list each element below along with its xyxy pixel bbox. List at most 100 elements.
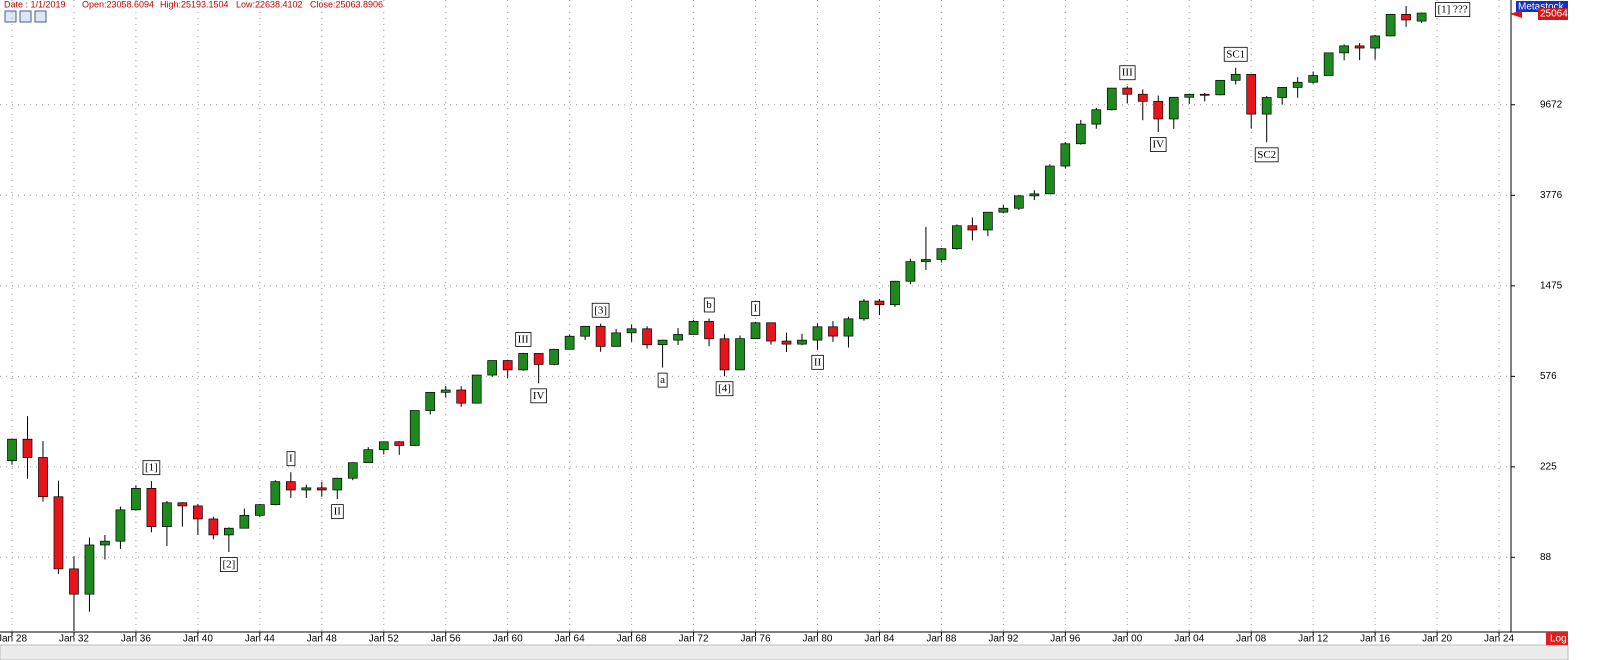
candle-body [502, 360, 513, 371]
x-tick-label: Jan 60 [493, 634, 523, 645]
candle-body [1277, 87, 1288, 98]
candle-body [1323, 52, 1334, 76]
x-tick-label: Jan 40 [183, 634, 213, 645]
annotation: IV [1150, 137, 1167, 152]
y-tick-label: 1475 [1540, 280, 1563, 291]
log-button[interactable] [1546, 632, 1568, 645]
candle-body [1106, 87, 1117, 111]
candle-body [224, 527, 234, 536]
tool-icon[interactable] [4, 10, 17, 23]
candle-body [890, 280, 900, 306]
x-tick-label: Jan 52 [369, 634, 399, 645]
candle-body [688, 320, 699, 335]
scrollbar[interactable] [0, 644, 1569, 660]
x-tick-label: Jan 20 [1422, 634, 1452, 645]
candle-body [239, 515, 250, 529]
annotation-box [703, 297, 715, 313]
annotation: I [286, 451, 296, 467]
candle-body [812, 326, 823, 341]
candle-body [301, 487, 312, 491]
candle-body [177, 502, 188, 507]
annotation-label: [1] ??? [1437, 4, 1467, 16]
x-tick-label: Jan 64 [555, 634, 585, 645]
annotation: IV [530, 388, 547, 404]
candle-body [921, 259, 931, 262]
candle-body [1230, 73, 1241, 81]
candle-body [1184, 93, 1195, 98]
candle-body [7, 438, 17, 462]
candle-body [409, 410, 420, 446]
x-tick-label: Jan 08 [1236, 634, 1266, 645]
candle-body [254, 504, 265, 516]
annotation-label: II [334, 506, 342, 518]
annotation-label: II [814, 356, 822, 368]
annotation-label: b [706, 299, 712, 311]
annotation-label: SC2 [1257, 149, 1276, 161]
header-high: High:25193.1504 [160, 0, 229, 9]
candle-body [766, 322, 776, 342]
candle-body [285, 481, 296, 491]
log-button-label[interactable]: Log [1550, 634, 1567, 645]
last-price-arrow [1510, 10, 1522, 18]
candle-body [100, 540, 110, 546]
candle-body [673, 334, 683, 341]
annotation-box [142, 460, 161, 476]
candle-body [998, 207, 1009, 213]
annotation: II [331, 504, 344, 520]
candle-body [797, 339, 807, 345]
annotation-label: III [518, 333, 529, 345]
x-tick-label: Jan 24 [1484, 634, 1514, 645]
candle-body [1137, 93, 1148, 102]
annotation-box [515, 332, 532, 347]
candle-body [270, 481, 281, 505]
candle-body [781, 340, 792, 345]
candle-body [1401, 14, 1411, 21]
candle-body [1261, 97, 1272, 115]
last-price-badge [1538, 8, 1568, 20]
annotation-box [286, 451, 296, 467]
annotation-box [1119, 65, 1136, 81]
candle-body [363, 449, 374, 464]
candle-body [1292, 81, 1303, 88]
candle-body [549, 348, 560, 365]
brand-badge [1516, 1, 1568, 12]
candle-body [332, 477, 343, 491]
annotation-box [530, 388, 547, 404]
candle-body [193, 505, 203, 520]
annotation-box [1435, 2, 1471, 17]
x-tick-label: Jan 72 [679, 634, 709, 645]
candle-body [905, 261, 916, 282]
x-tick-label: Jan 68 [617, 634, 647, 645]
annotation-box [1223, 46, 1248, 62]
candle-body [518, 353, 529, 371]
annotation-label: III [1122, 67, 1133, 79]
candle-body [1044, 165, 1055, 195]
annotation-label: SC1 [1226, 48, 1245, 60]
annotation: [4] [715, 381, 734, 397]
tool-icon[interactable] [34, 10, 47, 23]
candle-body [719, 338, 730, 371]
annotation-box [751, 301, 761, 316]
x-tick-label: Jan 92 [988, 634, 1018, 645]
toolbar-icons[interactable] [4, 10, 47, 23]
tool-icon[interactable] [19, 10, 32, 23]
candle-body [611, 332, 621, 347]
candle-body [1013, 195, 1024, 209]
annotation-box [331, 504, 344, 520]
candle-body [456, 389, 467, 404]
y-tick-label: 576 [1540, 371, 1557, 382]
candle-body [983, 211, 993, 231]
candle-body [967, 225, 978, 231]
x-tick-label: Jan 04 [1174, 634, 1204, 645]
x-tick-label: Jan 12 [1298, 634, 1328, 645]
candle-body [1416, 12, 1427, 22]
annotation-label: I [754, 302, 758, 314]
x-tick-label: Jan 16 [1360, 634, 1390, 645]
candle-body [394, 441, 405, 446]
candle-body [84, 544, 95, 595]
candle-body [1339, 45, 1349, 54]
annotation: a [657, 372, 668, 388]
candle-body [1199, 93, 1210, 96]
candle-body [487, 360, 498, 376]
